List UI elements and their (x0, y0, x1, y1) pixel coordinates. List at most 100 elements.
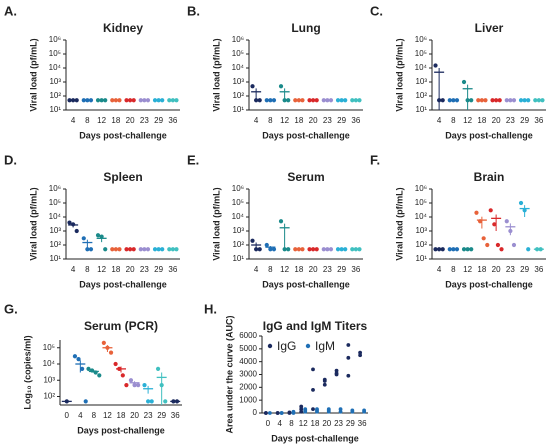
panel-label: C. (370, 3, 383, 18)
legend-marker (267, 343, 273, 349)
x-tick-label: 36 (358, 419, 367, 428)
x-tick-label: 8 (268, 265, 273, 274)
data-point (257, 247, 262, 252)
data-point (67, 220, 72, 225)
y-tick-label: 10⁴ (43, 359, 56, 368)
data-point (488, 208, 493, 213)
data-point (149, 399, 154, 404)
data-point (504, 219, 509, 224)
data-point (440, 98, 445, 103)
x-tick-label: 23 (506, 116, 515, 125)
y-tick-label: 10¹ (232, 254, 244, 263)
y-tick-label: 5000 (239, 344, 257, 353)
data-point (120, 373, 125, 378)
data-point (322, 379, 327, 383)
y-axis-label: Viral load (pf/mL) (211, 187, 221, 260)
x-tick-label: 12 (97, 116, 106, 125)
data-point (101, 340, 106, 345)
panel-title: Kidney (103, 21, 143, 35)
data-point (346, 355, 351, 360)
x-tick-label: 18 (117, 411, 126, 420)
x-tick-label: 8 (92, 411, 97, 420)
y-axis-label: Viral load (pf/mL) (211, 38, 221, 111)
data-point (72, 354, 78, 359)
data-point (80, 366, 85, 371)
data-point (108, 350, 114, 355)
panel-label: E. (187, 152, 199, 167)
x-tick-label: 0 (266, 419, 271, 428)
data-point (271, 247, 277, 252)
y-tick-label: 3000 (239, 370, 257, 379)
panel-title: IgG and IgM Titers (263, 319, 368, 333)
x-tick-label: 0 (65, 411, 70, 420)
data-point (163, 399, 168, 404)
x-tick-label: 20 (309, 116, 318, 125)
data-point (83, 399, 88, 404)
y-axis-label: Log₁₀ (copies/ml) (22, 335, 32, 409)
data-point (511, 242, 517, 248)
data-point (287, 410, 292, 415)
y-axis-label: Viral load (pf/mL) (394, 38, 404, 111)
data-point (299, 409, 304, 414)
x-axis-label: Days post-challenge (445, 130, 533, 140)
data-point (322, 382, 327, 387)
x-tick-label: 36 (534, 116, 543, 125)
x-tick-label: 4 (71, 265, 76, 274)
y-tick-label: 10² (415, 240, 427, 249)
x-tick-label: 8 (289, 419, 294, 428)
data-point (142, 383, 147, 388)
x-tick-label: 4 (78, 411, 83, 420)
y-tick-label: 10⁵ (49, 198, 61, 207)
x-tick-label: 23 (140, 265, 149, 274)
data-point (326, 409, 331, 414)
x-tick-label: 12 (463, 116, 472, 125)
panel-title: Serum (287, 170, 324, 184)
y-tick-label: 1000 (239, 395, 257, 404)
data-point (88, 247, 94, 252)
y-tick-label: 10¹ (415, 254, 427, 263)
data-point (311, 388, 315, 392)
y-tick-label: 10⁴ (49, 63, 62, 72)
data-point (358, 353, 363, 358)
x-tick-label: 18 (477, 116, 486, 125)
y-tick-label: 10² (49, 240, 61, 249)
y-tick-label: 0 (253, 408, 258, 417)
panel-label: F. (370, 152, 380, 167)
panel-label: B. (187, 3, 200, 18)
data-point (128, 378, 134, 383)
data-point (311, 407, 315, 412)
x-tick-label: 20 (492, 116, 501, 125)
y-tick-label: 10² (232, 91, 244, 100)
y-tick-label: 10³ (232, 77, 244, 86)
x-tick-label: 29 (157, 411, 166, 420)
x-tick-label: 36 (351, 116, 360, 125)
x-axis-label: Days post-challenge (445, 279, 533, 289)
x-tick-label: 12 (280, 116, 289, 125)
data-point (86, 366, 91, 371)
data-point (303, 409, 308, 414)
data-point (267, 411, 272, 415)
y-axis-label: Viral load (pf/mL) (28, 187, 38, 260)
data-point (250, 238, 255, 243)
x-tick-label: 4 (71, 116, 76, 125)
y-tick-label: 10⁴ (232, 212, 245, 221)
x-tick-label: 36 (351, 265, 360, 274)
x-tick-label: 20 (126, 265, 135, 274)
data-point (85, 247, 90, 252)
data-point (346, 373, 351, 378)
data-point (346, 343, 351, 347)
data-point (275, 411, 280, 415)
y-tick-label: 10⁴ (415, 63, 428, 72)
x-tick-label: 18 (111, 116, 120, 125)
y-tick-label: 10⁶ (415, 35, 427, 44)
x-tick-label: 20 (322, 419, 331, 428)
data-point (136, 383, 141, 388)
y-tick-label: 10¹ (415, 105, 427, 114)
x-tick-label: 20 (492, 265, 501, 274)
data-point (291, 411, 296, 415)
x-tick-label: 23 (506, 265, 515, 274)
data-point (481, 236, 486, 241)
y-tick-label: 10² (232, 240, 244, 249)
x-tick-label: 23 (334, 419, 343, 428)
